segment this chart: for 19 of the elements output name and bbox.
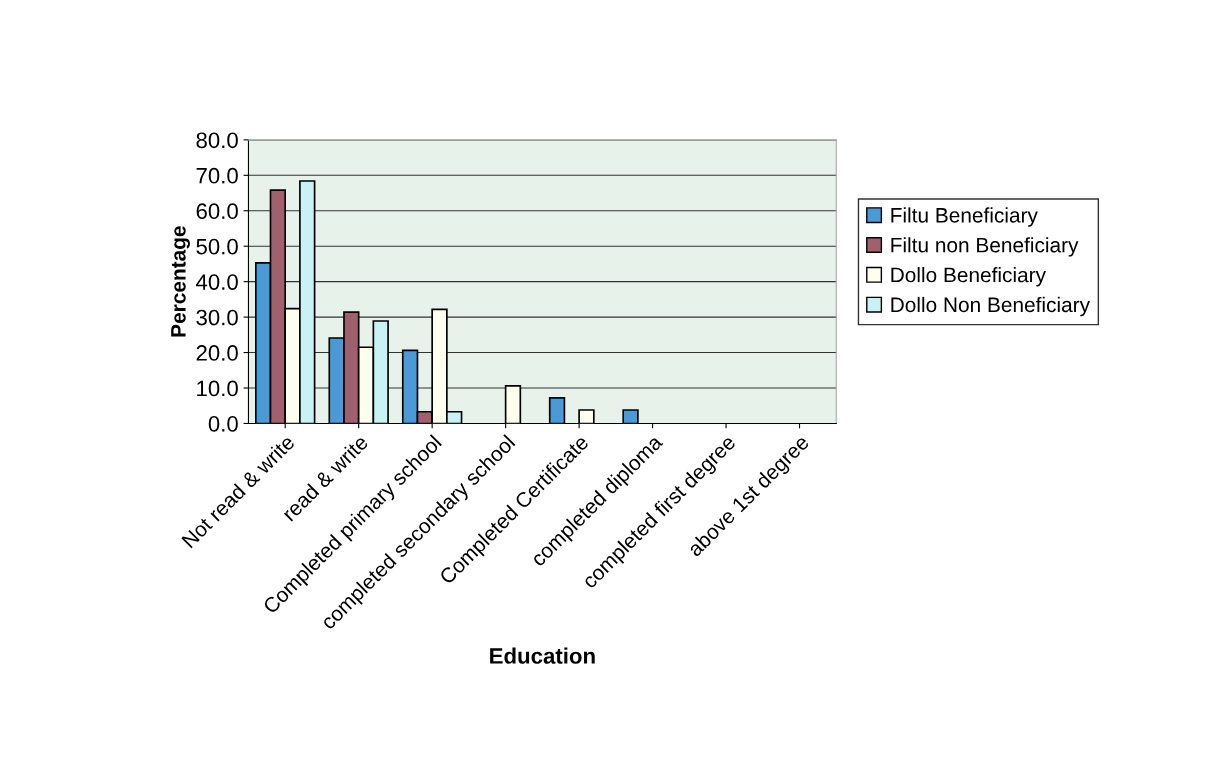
y-tick-label: 80.0 [196, 132, 238, 149]
legend-label: Dollo Beneficiary [891, 267, 1046, 287]
y-tick-label: 20.0 [196, 345, 238, 361]
bar [504, 385, 522, 424]
y-tick-label: 60.0 [196, 203, 238, 220]
y-tick-label: 30.0 [196, 309, 238, 326]
legend-label: Dollo Non Beneficiary [891, 296, 1090, 317]
y-tick-label: 40.0 [196, 274, 238, 290]
bar [622, 409, 639, 424]
legend-label: Filtu non Beneficiary [891, 237, 1079, 257]
y-tick-label: 10.0 [197, 380, 238, 397]
x-axis-title: Education [490, 647, 595, 664]
bar [548, 397, 566, 424]
legend-label: Filtu Beneficiary [891, 207, 1038, 227]
y-tick-label: 50.0 [196, 238, 238, 255]
y-tick-label: 70.0 [196, 167, 238, 184]
bar [578, 409, 595, 424]
y-tick-label: 0.0 [208, 416, 238, 432]
y-axis-title: Percentage [171, 226, 190, 337]
